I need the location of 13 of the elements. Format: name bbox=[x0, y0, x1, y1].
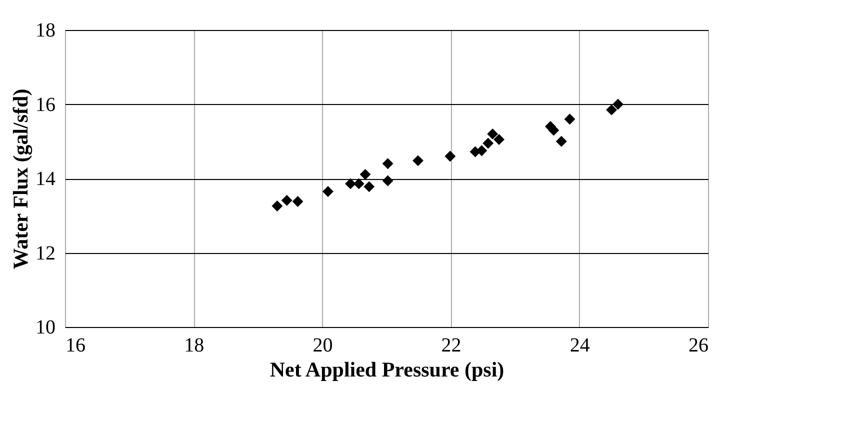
y-axis-title: Water Flux (gal/sfd) bbox=[8, 88, 32, 270]
x-tick-label: 16 bbox=[66, 334, 86, 356]
x-tick-label: 24 bbox=[570, 334, 590, 356]
y-tick-label: 18 bbox=[36, 20, 56, 42]
y-tick-label: 14 bbox=[36, 168, 56, 190]
x-tick-label: 18 bbox=[184, 334, 204, 356]
x-tick-label: 20 bbox=[312, 334, 333, 356]
x-tick-label: 26 bbox=[688, 334, 708, 356]
x-axis-title: Net Applied Pressure (psi) bbox=[270, 358, 504, 382]
x-tick-label: 22 bbox=[441, 334, 462, 356]
y-tick-label: 10 bbox=[36, 316, 56, 338]
y-tick-label: 16 bbox=[36, 94, 56, 116]
y-tick-label: 12 bbox=[36, 242, 56, 264]
